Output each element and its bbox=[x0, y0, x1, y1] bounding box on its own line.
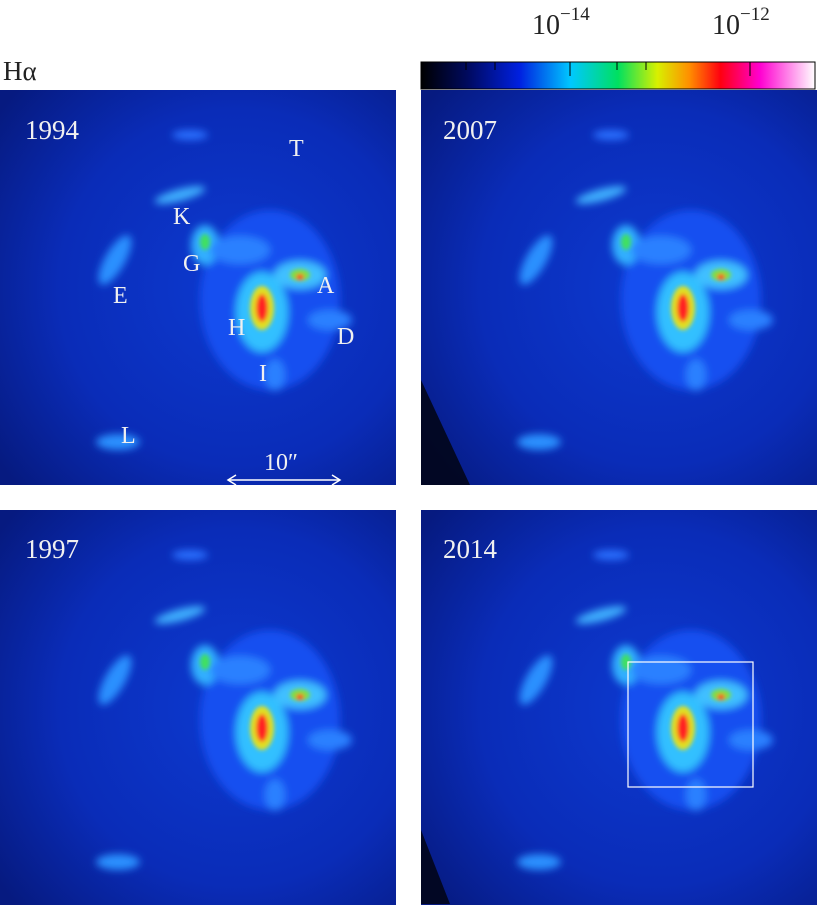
knot-label: A bbox=[317, 273, 335, 299]
image-panel bbox=[0, 90, 396, 485]
scale-bar bbox=[226, 474, 342, 486]
label-exponent: −12 bbox=[740, 4, 770, 25]
colorbar-label: 10−14 bbox=[532, 4, 590, 41]
knot-label: L bbox=[121, 423, 136, 449]
knot-label: K bbox=[173, 204, 191, 230]
label-exponent: −14 bbox=[560, 4, 590, 25]
image-panel bbox=[421, 510, 817, 905]
knot-label: G bbox=[183, 251, 200, 277]
image-panel bbox=[0, 510, 396, 905]
image-panel bbox=[421, 90, 817, 485]
year: 2014 bbox=[443, 534, 498, 564]
knot-label: H bbox=[228, 315, 245, 341]
knot-label: I bbox=[259, 361, 267, 387]
zoom-box bbox=[627, 661, 754, 788]
colorbar-ticks bbox=[465, 62, 751, 76]
band-label: Hα bbox=[3, 56, 37, 86]
colorbar bbox=[420, 61, 816, 90]
year: 1997 bbox=[25, 534, 79, 564]
knot-label: T bbox=[289, 136, 304, 162]
colorbar-label: 10−12 bbox=[712, 4, 770, 41]
year: 2007 bbox=[443, 115, 497, 145]
knot-label: E bbox=[113, 283, 128, 309]
dark-corner bbox=[421, 380, 470, 485]
label-base: 10 bbox=[532, 10, 560, 41]
knot-label: D bbox=[337, 324, 354, 350]
dark-corner bbox=[421, 830, 450, 904]
label-base: 10 bbox=[712, 10, 740, 41]
scale-label: 10″ bbox=[264, 450, 298, 476]
year: 1994 bbox=[25, 115, 80, 145]
